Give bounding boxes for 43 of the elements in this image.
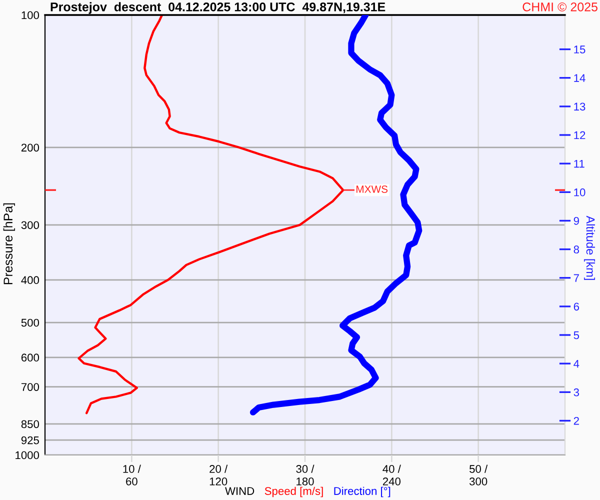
y2-tick-label: 9 xyxy=(574,216,579,225)
x-tick-label: 30 / xyxy=(296,464,314,473)
y-tick-label: 1000 xyxy=(16,451,40,460)
text: CHMI © 2025 xyxy=(522,2,598,12)
x2-tick-label: 300 xyxy=(469,478,488,486)
x-tick-label: 40 / xyxy=(382,464,401,473)
y2-tick-label: 13 xyxy=(574,102,586,111)
y-tick-label: 300 xyxy=(21,221,40,230)
y2-tick-label: 15 xyxy=(574,46,586,54)
line-series xyxy=(78,15,344,414)
y2-axis-title: Altitude [km] xyxy=(584,216,596,280)
y2-tick-label: 10 xyxy=(574,188,586,196)
y-tick-label: 700 xyxy=(21,383,40,391)
y2-tick-label: 7 xyxy=(574,274,579,282)
x2-tick-label: 120 xyxy=(210,478,228,486)
y2-tick-label: 2 xyxy=(574,416,579,425)
y2-tick-label: 3 xyxy=(574,388,580,396)
y2-tick-label: 5 xyxy=(574,331,580,340)
y-tick-label: 200 xyxy=(21,144,40,152)
text: Speed [m/s] xyxy=(264,486,323,498)
y-tick-label: 100 xyxy=(22,11,40,20)
y2-tick-label: 14 xyxy=(574,74,586,82)
x2-tick-label: 240 xyxy=(382,478,400,486)
x2-tick-label: 180 xyxy=(296,478,314,486)
y-tick-label: 400 xyxy=(21,276,40,284)
x-tick-label: 10 / xyxy=(123,464,141,473)
x-tick-label: 20 / xyxy=(210,464,228,473)
y2-tick-label: 8 xyxy=(574,246,580,254)
y2-tick-label: 6 xyxy=(574,302,580,311)
chart-title: Prostejov descent 04.12.2025 13:00 UTC 49.87N,19.31E xyxy=(50,2,386,14)
y-tick-label: 500 xyxy=(21,318,40,327)
x2-tick-label: 60 xyxy=(126,478,138,486)
y2-tick-label: 4 xyxy=(574,360,580,368)
y-tick-label: 925 xyxy=(21,436,39,444)
y-axis-title: Pressure [hPa] xyxy=(3,203,15,284)
y-tick-label: 850 xyxy=(21,420,40,428)
x-axis-title: WIND xyxy=(225,487,254,495)
text: Direction [°] xyxy=(334,486,390,498)
y2-tick-label: 11 xyxy=(574,160,584,168)
y2-tick-label: 12 xyxy=(574,131,586,140)
x-tick-label: 50 / xyxy=(470,464,488,473)
annotation: MXWS xyxy=(356,186,388,193)
y-tick-label: 600 xyxy=(21,354,40,362)
